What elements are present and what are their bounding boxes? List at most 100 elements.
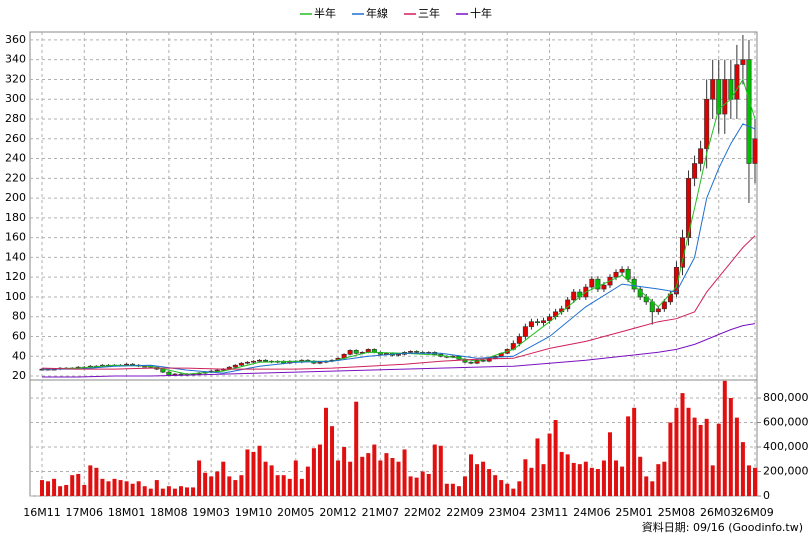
volume-bar <box>469 454 474 496</box>
candle-body <box>722 79 728 115</box>
volume-bar <box>686 407 691 496</box>
volume-bar <box>70 475 75 496</box>
volume-bar <box>227 476 232 496</box>
candle-body <box>661 301 667 310</box>
volume-bar <box>299 478 304 496</box>
volume-bar <box>632 407 637 496</box>
candle-body <box>571 291 577 301</box>
x-tick-label: 21M07 <box>362 506 400 519</box>
plot-frame <box>29 31 758 497</box>
candle-body <box>643 296 649 303</box>
volume-bar <box>680 393 685 496</box>
candle-body <box>613 271 619 278</box>
volume-bar <box>366 453 371 496</box>
volume-bar <box>505 483 510 496</box>
volume-bar <box>203 472 208 496</box>
volume-bar <box>130 483 135 496</box>
volume-bar <box>275 475 280 496</box>
y-tick-label: 100 <box>5 290 26 303</box>
volume-bar <box>191 487 196 496</box>
volume-bar <box>52 478 57 496</box>
volume-bar <box>462 476 467 496</box>
volume-bar <box>535 438 540 496</box>
volume-bar <box>674 407 679 496</box>
volume-bar <box>305 466 310 496</box>
volume-bar <box>323 407 328 496</box>
volume-bar <box>740 442 745 496</box>
candle-body <box>716 79 722 115</box>
volume-bar <box>620 466 625 496</box>
volume-bar <box>698 424 703 496</box>
volume-bar <box>100 478 105 496</box>
volume-bar <box>136 481 141 496</box>
volume-bar <box>245 449 250 496</box>
y-tick-label: 280 <box>5 112 26 125</box>
y-tick-label: 200 <box>5 191 26 204</box>
x-tick-label: 20M05 <box>277 506 315 519</box>
volume-bar <box>487 469 492 496</box>
x-tick-label: 16M11 <box>23 506 61 519</box>
x-tick-label: 26M03 <box>700 506 738 519</box>
x-tick-label: 18M01 <box>108 506 146 519</box>
candle-body <box>547 316 553 321</box>
legend-label: 年線 <box>366 6 388 20</box>
volume-bar <box>662 461 667 496</box>
y-tick-label: 20 <box>12 369 26 382</box>
volume-bar <box>233 480 238 496</box>
x-tick-label: 18M08 <box>150 506 188 519</box>
y-tick-label: 340 <box>5 53 26 66</box>
volume-bar <box>76 473 81 496</box>
volume-bar <box>378 460 383 496</box>
candle-body <box>686 178 692 238</box>
y-tick-label: 220 <box>5 171 26 184</box>
y-tick-label: 160 <box>5 231 26 244</box>
candle-body <box>655 308 661 313</box>
volume-bar <box>571 462 576 496</box>
candle-body <box>257 359 263 362</box>
candle-body <box>383 353 389 355</box>
volume-bar <box>499 480 504 496</box>
volume-bar <box>106 481 111 496</box>
volume-bar <box>728 398 733 496</box>
y-tick-label: 260 <box>5 132 26 145</box>
volume-bar <box>583 461 588 496</box>
candle-body <box>214 369 220 372</box>
volume-bar <box>287 478 292 496</box>
volume-bar <box>178 486 183 496</box>
volume-bar <box>577 464 582 496</box>
y2-tick-label: 0 <box>763 489 770 502</box>
volume-bar <box>390 458 395 496</box>
legend-label: 十年 <box>470 6 492 20</box>
candle-body <box>130 363 136 366</box>
candle-body <box>704 98 710 149</box>
volume-bar <box>614 460 619 496</box>
volume-bar <box>269 465 274 496</box>
volume-bar <box>595 469 600 496</box>
volume-bar <box>638 456 643 496</box>
volume-bar <box>746 465 751 496</box>
candle-body <box>371 349 377 353</box>
candle-body <box>619 268 625 273</box>
volume-bar <box>372 444 377 496</box>
candle-body <box>746 59 752 164</box>
candle-body <box>317 361 323 364</box>
volume-bar <box>360 456 365 496</box>
volume-bar <box>342 447 347 496</box>
volume-bar <box>517 481 522 496</box>
candle-body <box>250 360 256 363</box>
candle-body <box>589 278 595 288</box>
x-tick-label: 20M12 <box>319 506 357 519</box>
x-tick-label: 25M08 <box>658 506 696 519</box>
candle-body <box>353 350 359 354</box>
y-tick-label: 140 <box>5 250 26 263</box>
y-tick-label: 120 <box>5 270 26 283</box>
volume-bar <box>142 486 147 496</box>
volume-bar <box>40 480 44 496</box>
volume-bar <box>722 380 727 496</box>
ma-line <box>41 78 756 375</box>
x-tick-label: 22M09 <box>446 506 484 519</box>
volume-bar <box>753 467 757 496</box>
volume-bar <box>354 401 359 496</box>
x-tick-label: 23M11 <box>531 506 569 519</box>
volume-bar <box>239 475 244 496</box>
